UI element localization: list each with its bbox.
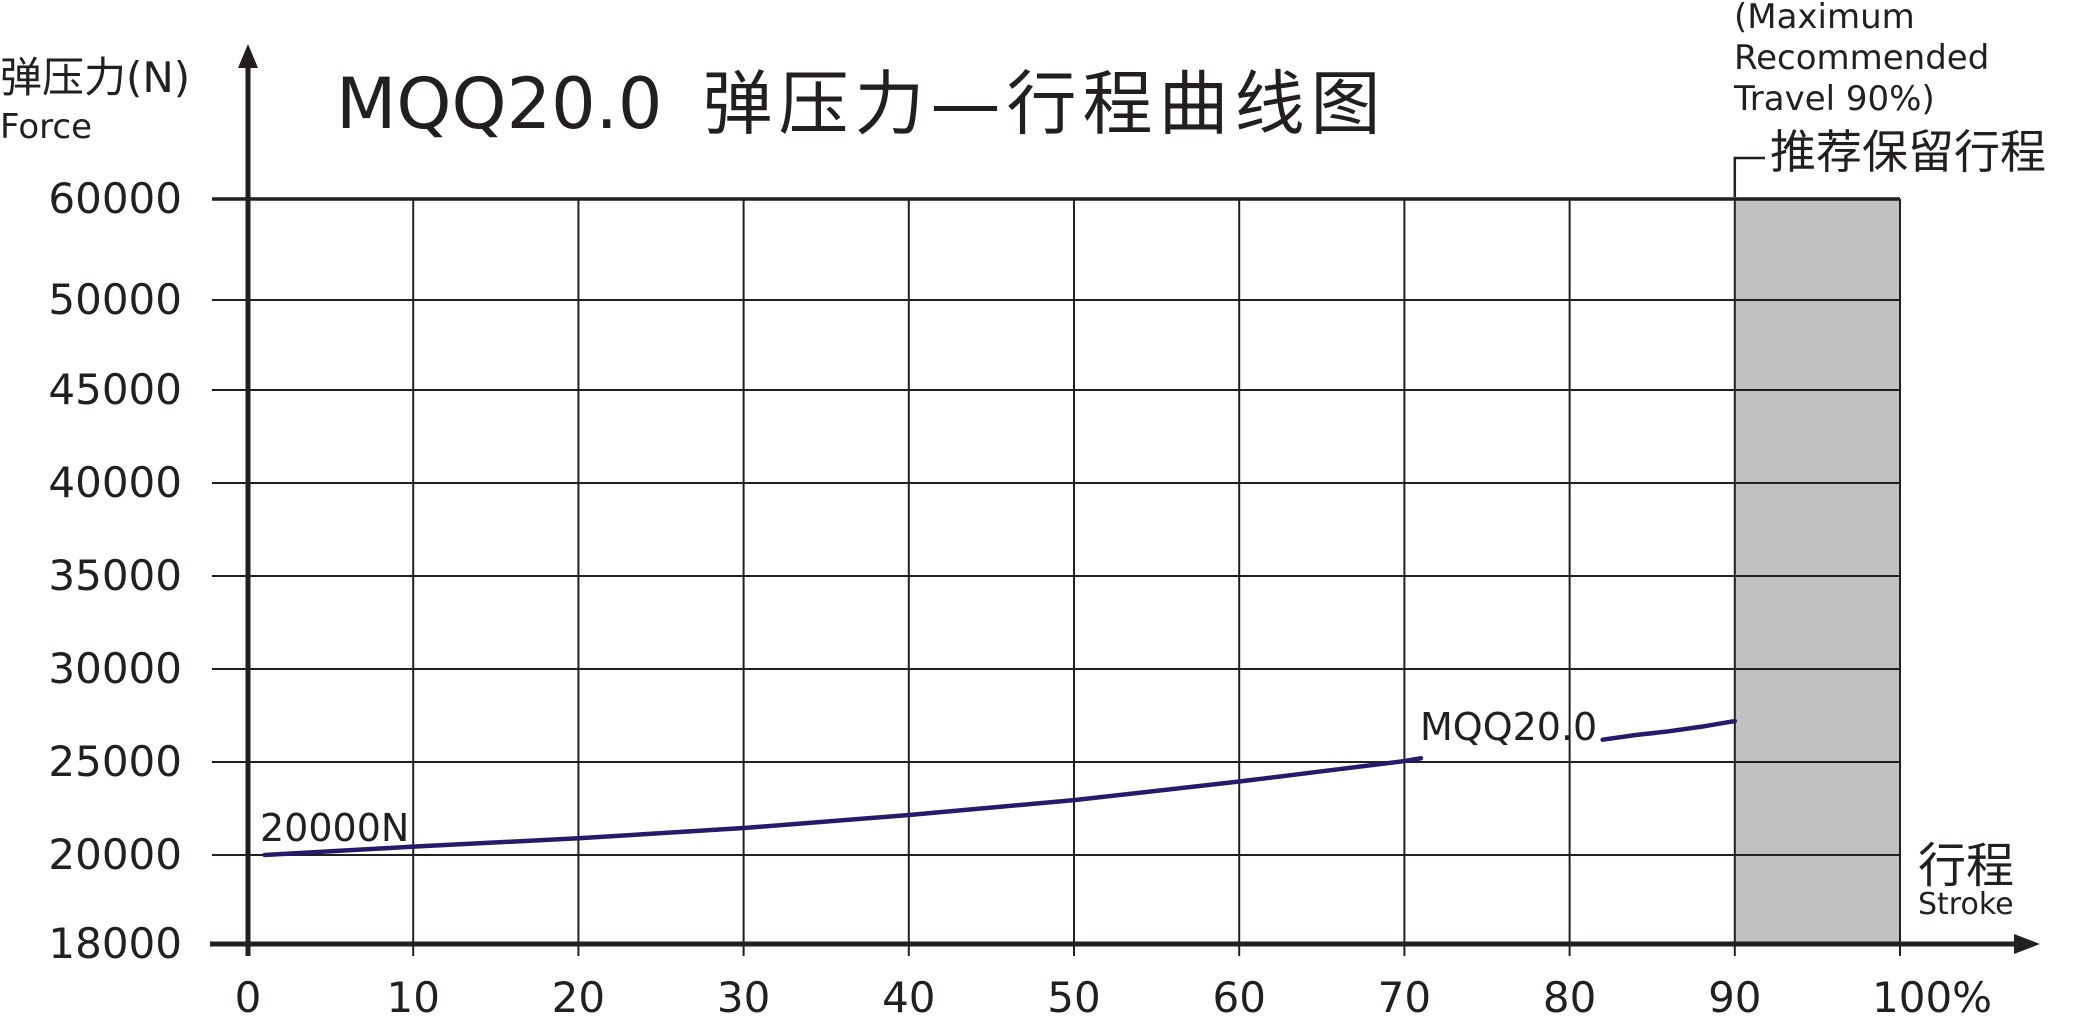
x-tick-label: 30: [717, 973, 770, 1016]
chart-title: MQQ20.0 弹压力—行程曲线图: [336, 63, 1386, 145]
y-tick-label: 50000: [48, 275, 182, 324]
y-tick-label: 18000: [48, 919, 182, 968]
x-tick-label: 90: [1708, 973, 1761, 1016]
x-axis-arrow: [2014, 934, 2040, 954]
y-tick-label: 35000: [48, 551, 182, 600]
reserved-travel-note-line: (Maximum: [1734, 0, 1915, 37]
start-force-annotation: 20000N: [260, 806, 409, 850]
y-axis-label-cn: 弹压力(N): [0, 53, 190, 102]
x-axis-label-cn: 行程: [1918, 838, 2014, 894]
y-axis-label-en: Force: [0, 107, 92, 147]
x-tick-label: 20: [552, 973, 605, 1016]
x-tick-label: 50: [1047, 973, 1100, 1016]
reserved-travel-note-line: Travel 90%): [1733, 79, 1935, 119]
reserved-travel-note-line: Recommended: [1734, 38, 1989, 78]
y-tick-label: 45000: [48, 365, 182, 414]
series-line-0-segment-1: [1600, 718, 1738, 742]
reserved-travel-region: [1734, 199, 1900, 944]
series-name-annotation: MQQ20.0: [1420, 705, 1597, 749]
x-tick-label: 70: [1378, 973, 1431, 1016]
y-tick-label: 40000: [48, 458, 182, 507]
y-tick-label: 30000: [48, 644, 182, 693]
reserved-travel-leader: [1733, 156, 1765, 197]
y-tick-label: 60000: [48, 174, 182, 223]
x-tick-label: 100%: [1872, 973, 1992, 1016]
y-axis-arrow: [238, 44, 258, 68]
x-tick-label: 10: [386, 973, 439, 1016]
y-tick-label: 25000: [48, 737, 182, 786]
series-line-0-segment-0: [262, 756, 1424, 858]
y-tick-label: 20000: [48, 830, 182, 879]
x-tick-label: 40: [882, 973, 935, 1016]
x-tick-label: 60: [1212, 973, 1265, 1016]
x-axis-label-en: Stroke: [1918, 887, 2014, 922]
x-tick-label: 0: [235, 973, 262, 1016]
x-tick-label: 80: [1543, 973, 1596, 1016]
reserved-travel-label-cn: 推荐保留行程: [1770, 125, 2046, 179]
